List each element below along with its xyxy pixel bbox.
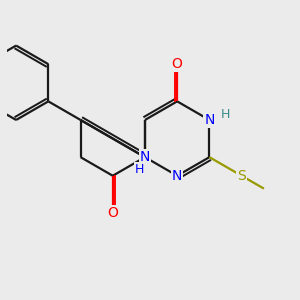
Text: S: S: [237, 169, 246, 183]
Text: O: O: [172, 57, 183, 71]
Text: N: N: [172, 169, 182, 183]
Text: N: N: [204, 113, 214, 127]
Text: N: N: [140, 150, 150, 164]
Text: H: H: [135, 163, 144, 176]
Text: O: O: [107, 206, 118, 220]
Text: H: H: [220, 108, 230, 121]
